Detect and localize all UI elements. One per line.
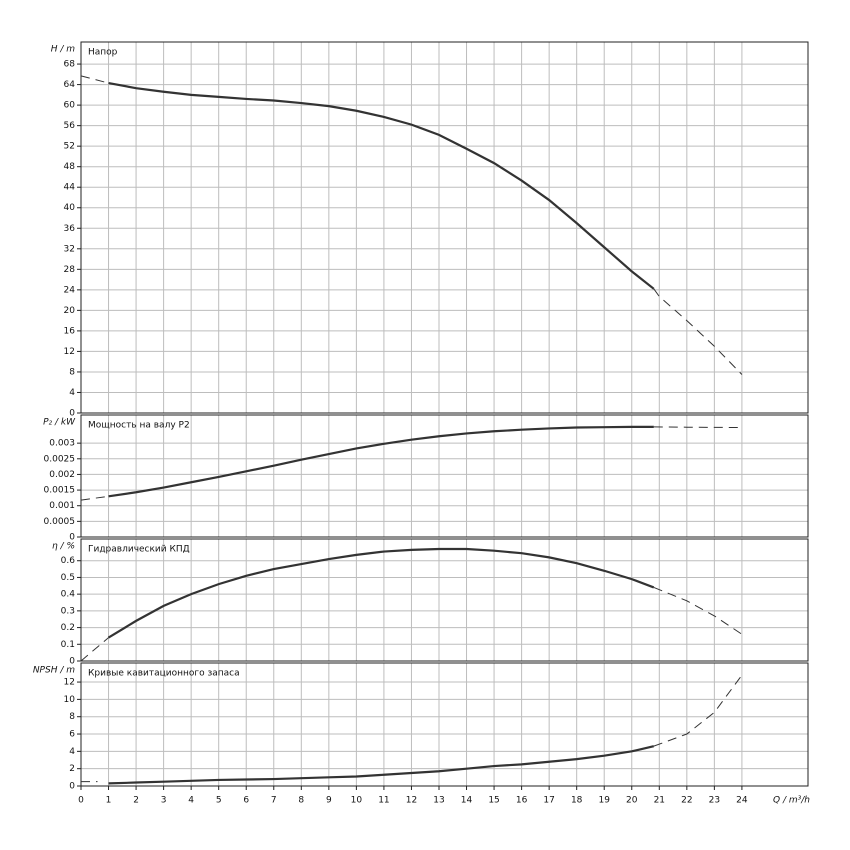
curve — [80, 495, 109, 501]
y-tick-label: 0.4 — [61, 590, 76, 600]
x-tick-label: 9 — [326, 796, 332, 806]
x-tick-label: 15 — [488, 796, 499, 806]
x-tick-label: 23 — [709, 796, 720, 806]
x-axis-label: Q / m³/h — [773, 796, 810, 806]
x-tick-label: 4 — [188, 796, 194, 806]
y-tick-label: 48 — [64, 162, 76, 172]
y-tick-label: 16 — [64, 326, 76, 336]
x-tick-label: 3 — [161, 796, 167, 806]
y-tick-label: 0 — [69, 409, 75, 419]
curve — [653, 674, 743, 747]
y-tick-label: 24 — [64, 285, 76, 295]
y-tick-label: 0.003 — [49, 439, 75, 449]
y-tick-label: 0.6 — [61, 556, 76, 566]
plot-frame — [80, 41, 809, 414]
x-tick-label: 21 — [654, 796, 665, 806]
x-tick-label: 2 — [133, 796, 139, 806]
y-axis-label: η / % — [52, 542, 75, 552]
y-tick-label: 0.3 — [61, 606, 75, 616]
x-tick-label: 11 — [378, 796, 389, 806]
x-tick-label: 10 — [351, 796, 363, 806]
y-tick-label: 0.5 — [61, 573, 75, 583]
y-tick-label: 68 — [64, 60, 76, 70]
y-tick-label: 8 — [69, 367, 75, 377]
y-tick-label: 0 — [69, 782, 75, 792]
x-tick-label: 20 — [626, 796, 638, 806]
y-axis-label: NPSH / m — [33, 666, 75, 676]
x-tick-label: 16 — [516, 796, 528, 806]
y-tick-label: 0.1 — [61, 640, 75, 650]
y-tick-label: 64 — [64, 80, 76, 90]
x-tick-label: 7 — [271, 796, 277, 806]
x-tick-label: 8 — [298, 796, 304, 806]
curve — [108, 81, 655, 290]
panel-title: Мощность на валу P2 — [88, 421, 190, 431]
y-tick-label: 6 — [69, 730, 75, 740]
y-tick-label: 0 — [69, 657, 75, 667]
plot-frame — [80, 538, 809, 662]
x-tick-label: 12 — [406, 796, 417, 806]
curve — [108, 425, 654, 498]
y-tick-label: 4 — [69, 747, 75, 757]
y-tick-label: 60 — [64, 101, 76, 111]
x-tick-label: 6 — [243, 796, 249, 806]
y-tick-label: 0.0005 — [44, 517, 76, 527]
curve — [653, 426, 742, 429]
curve — [80, 75, 109, 84]
x-tick-label: 22 — [681, 796, 692, 806]
y-tick-label: 0.001 — [49, 501, 75, 511]
y-tick-label: 0.2 — [61, 623, 75, 633]
y-tick-label: 40 — [64, 203, 76, 213]
y-tick-label: 36 — [64, 224, 76, 234]
y-tick-label: 8 — [69, 712, 75, 722]
x-tick-label: 1 — [106, 796, 112, 806]
panel-title: Кривые кавитационного запаса — [88, 669, 240, 679]
y-tick-label: 0.002 — [49, 470, 75, 480]
curve — [80, 637, 109, 662]
y-tick-label: 4 — [69, 388, 75, 398]
x-tick-label: 5 — [216, 796, 222, 806]
x-tick-label: 17 — [543, 796, 554, 806]
y-tick-label: 0.0025 — [44, 454, 76, 464]
panel-title: Гидравлический КПД — [88, 545, 190, 555]
y-tick-label: 44 — [64, 183, 76, 193]
x-tick-label: 14 — [461, 796, 473, 806]
y-tick-label: 32 — [64, 244, 75, 254]
y-tick-label: 56 — [64, 121, 76, 131]
x-tick-label: 0 — [78, 796, 84, 806]
y-axis-label: H / m — [51, 45, 76, 55]
curve — [107, 547, 655, 639]
y-tick-label: 0.0015 — [44, 486, 76, 496]
y-tick-label: 52 — [64, 142, 75, 152]
y-tick-label: 28 — [64, 265, 76, 275]
y-tick-label: 2 — [69, 764, 75, 774]
curve — [653, 288, 743, 375]
curve — [108, 745, 655, 785]
y-tick-label: 10 — [64, 695, 76, 705]
x-tick-label: 24 — [736, 796, 748, 806]
y-tick-label: 12 — [64, 678, 75, 688]
y-tick-label: 20 — [64, 306, 76, 316]
x-tick-label: 18 — [571, 796, 583, 806]
y-tick-label: 12 — [64, 347, 75, 357]
plot-frame — [80, 414, 809, 538]
panel-title: Напор — [88, 48, 118, 58]
curve — [653, 587, 743, 635]
y-tick-label: 0 — [69, 533, 75, 543]
x-tick-label: 19 — [598, 796, 610, 806]
y-axis-label: P₂ / kW — [43, 418, 76, 428]
x-tick-label: 13 — [433, 796, 444, 806]
plot-frame — [80, 662, 809, 787]
